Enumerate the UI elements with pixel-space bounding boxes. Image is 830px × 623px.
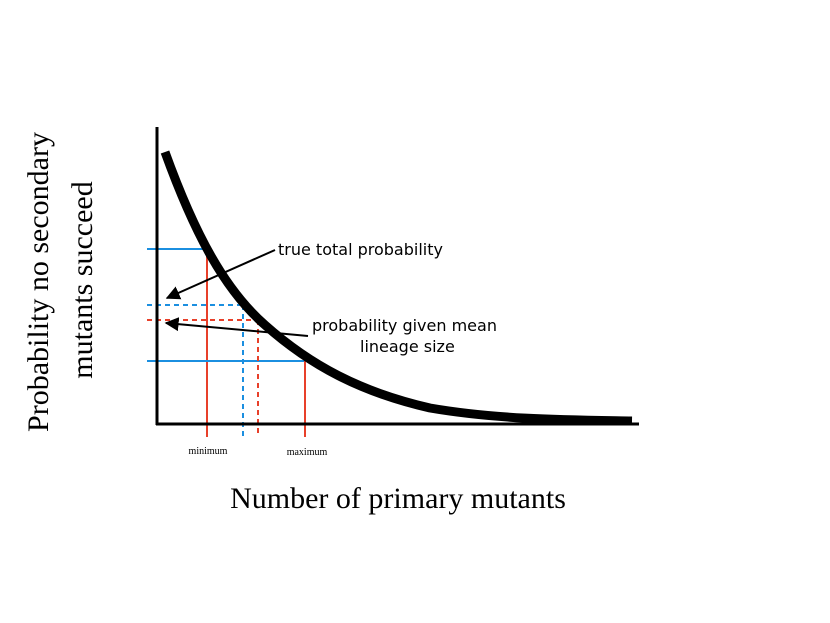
arrow	[165, 249, 276, 300]
marker-label: minimum	[189, 446, 228, 457]
marker-label: maximum	[287, 447, 328, 458]
y-axis-label: mutants succeed	[66, 181, 99, 378]
annotation: probability given mean	[312, 316, 497, 335]
x-axis-label: Number of primary mutants	[230, 482, 566, 515]
annotation: lineage size	[360, 337, 455, 356]
arrow	[164, 317, 309, 337]
curve	[160, 150, 633, 426]
annotation: true total probability	[278, 240, 443, 259]
y-axis-label: Probability no secondary	[22, 132, 55, 432]
